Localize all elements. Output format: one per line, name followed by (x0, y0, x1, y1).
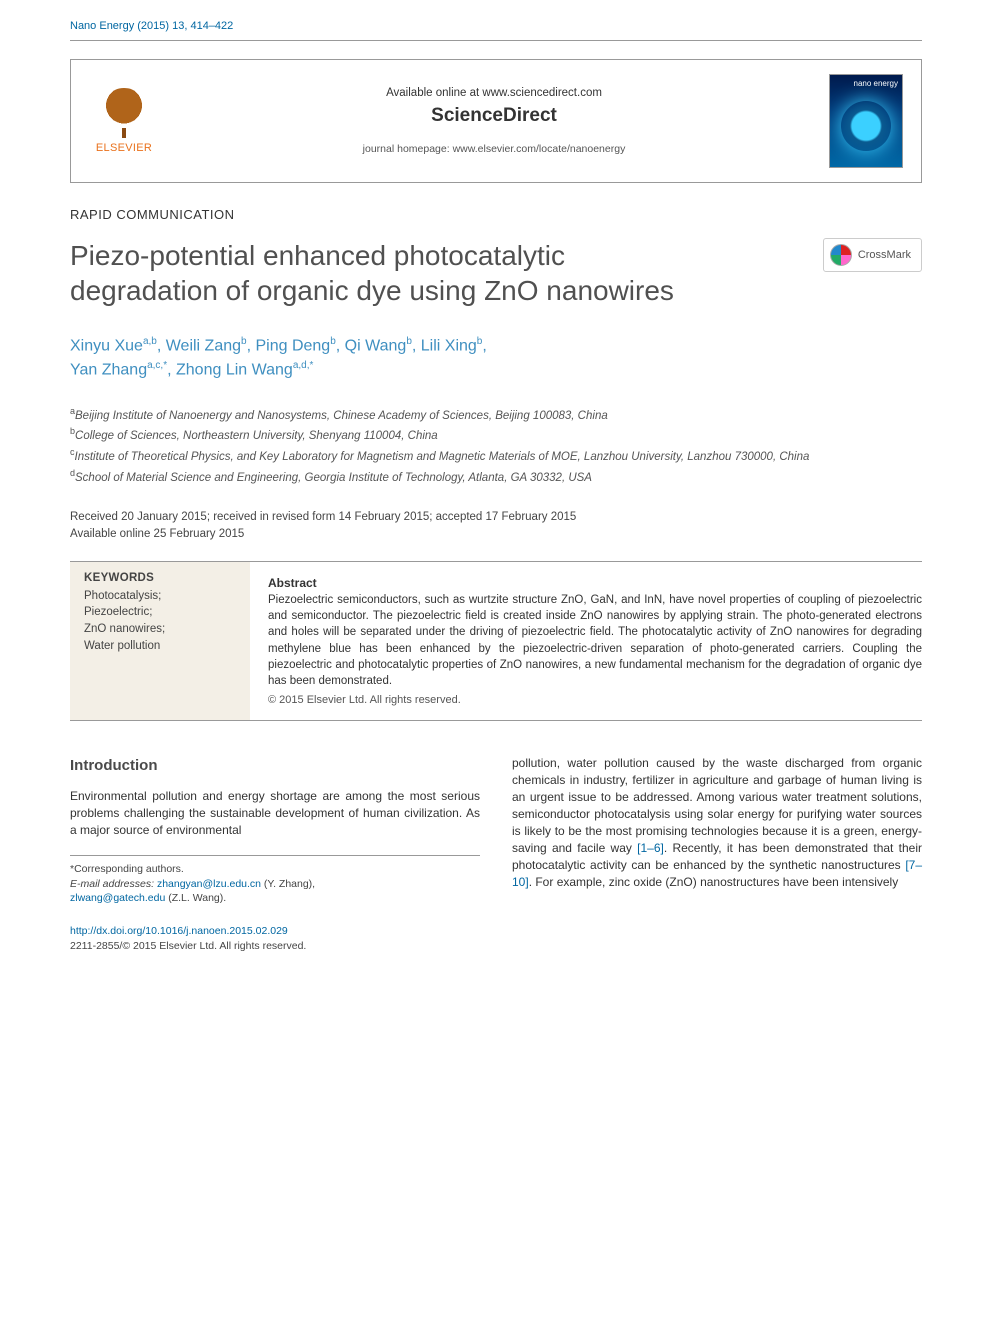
affiliations: aBeijing Institute of Nanoenergy and Nan… (70, 405, 922, 488)
journal-homepage[interactable]: journal homepage: www.elsevier.com/locat… (159, 143, 829, 155)
author[interactable]: , Qi Wang (336, 337, 407, 354)
online-date: Available online 25 February 2015 (70, 526, 922, 543)
author-affil-sup: a,d,* (293, 360, 314, 371)
article-dates: Received 20 January 2015; received in re… (70, 509, 922, 542)
right-column: pollution, water pollution caused by the… (512, 755, 922, 954)
intro-paragraph: pollution, water pollution caused by the… (512, 755, 922, 891)
affiliation: cInstitute of Theoretical Physics, and K… (70, 446, 922, 467)
paper-title: Piezo-potential enhanced photocatalytic … (70, 238, 710, 308)
body-columns: Introduction Environmental pollution and… (70, 755, 922, 954)
title-row: Piezo-potential enhanced photocatalytic … (70, 238, 922, 308)
header-band: ELSEVIER Available online at www.science… (70, 59, 922, 183)
elsevier-tree-icon (99, 88, 149, 138)
author-list: Xinyu Xuea,b, Weili Zangb, Ping Dengb, Q… (70, 334, 922, 383)
author[interactable]: , Zhong Lin Wang (167, 362, 293, 379)
journal-cover-title: nano energy (854, 79, 898, 88)
issn-copyright: 2211-2855/© 2015 Elsevier Ltd. All right… (70, 939, 480, 954)
crossmark-label: CrossMark (858, 249, 911, 261)
author[interactable]: Yan Zhang (70, 362, 147, 379)
keyword: Photocatalysis; (84, 588, 236, 605)
keywords-heading: KEYWORDS (84, 572, 236, 584)
author[interactable]: , Weili Zang (157, 337, 241, 354)
author-affil-sup: b (477, 336, 483, 347)
top-rule (70, 40, 922, 41)
received-date: Received 20 January 2015; received in re… (70, 509, 922, 526)
affiliation: bCollege of Sciences, Northeastern Unive… (70, 425, 922, 446)
header-center: Available online at www.sciencedirect.co… (159, 87, 829, 155)
abstract-heading: Abstract (268, 576, 922, 590)
author-affil-sup: a,c,* (147, 360, 167, 371)
abstract-body: Piezoelectric semiconductors, such as wu… (268, 592, 922, 690)
author[interactable]: , Lili Xing (412, 337, 477, 354)
corresponding-note: *Corresponding authors. (70, 862, 480, 877)
publisher-name: ELSEVIER (89, 142, 159, 154)
doi-block: http://dx.doi.org/10.1016/j.nanoen.2015.… (70, 924, 480, 953)
abstract-column: Abstract Piezoelectric semiconductors, s… (268, 576, 922, 706)
journal-reference: Nano Energy (2015) 13, 414–422 (70, 20, 922, 32)
keyword: ZnO nanowires; (84, 621, 236, 638)
author-affil-sup: a,b (143, 336, 157, 347)
intro-paragraph: Environmental pollution and energy short… (70, 788, 480, 839)
article-type: RAPID COMMUNICATION (70, 207, 922, 222)
keywords-abstract-block: KEYWORDS Photocatalysis; Piezoelectric; … (70, 561, 922, 721)
abstract-copyright: © 2015 Elsevier Ltd. All rights reserved… (268, 694, 922, 706)
journal-cover-thumbnail[interactable]: nano energy (829, 74, 903, 168)
sciencedirect-label[interactable]: ScienceDirect (159, 105, 829, 127)
doi-link[interactable]: http://dx.doi.org/10.1016/j.nanoen.2015.… (70, 925, 288, 937)
left-column: Introduction Environmental pollution and… (70, 755, 480, 954)
introduction-heading: Introduction (70, 755, 480, 776)
email-line: E-mail addresses: zhangyan@lzu.edu.cn (Y… (70, 877, 480, 892)
keywords-column: KEYWORDS Photocatalysis; Piezoelectric; … (70, 562, 250, 720)
author[interactable]: , Ping Deng (247, 337, 331, 354)
crossmark-icon (830, 244, 852, 266)
affiliation: aBeijing Institute of Nanoenergy and Nan… (70, 405, 922, 426)
crossmark-badge[interactable]: CrossMark (823, 238, 922, 272)
author[interactable]: Xinyu Xue (70, 337, 143, 354)
email-link[interactable]: zhangyan@lzu.edu.cn (157, 878, 261, 890)
email-label: E-mail addresses: (70, 878, 157, 890)
email-name: (Y. Zhang), (261, 878, 315, 890)
email-link[interactable]: zlwang@gatech.edu (70, 892, 165, 904)
citation-link[interactable]: [1–6] (637, 841, 664, 855)
email-line: zlwang@gatech.edu (Z.L. Wang). (70, 891, 480, 906)
keyword: Piezoelectric; (84, 604, 236, 621)
elsevier-logo[interactable]: ELSEVIER (89, 88, 159, 154)
available-online-text: Available online at www.sciencedirect.co… (159, 87, 829, 99)
email-name: (Z.L. Wang). (165, 892, 226, 904)
footnotes: *Corresponding authors. E-mail addresses… (70, 855, 480, 906)
keyword: Water pollution (84, 638, 236, 655)
affiliation: dSchool of Material Science and Engineer… (70, 467, 922, 488)
